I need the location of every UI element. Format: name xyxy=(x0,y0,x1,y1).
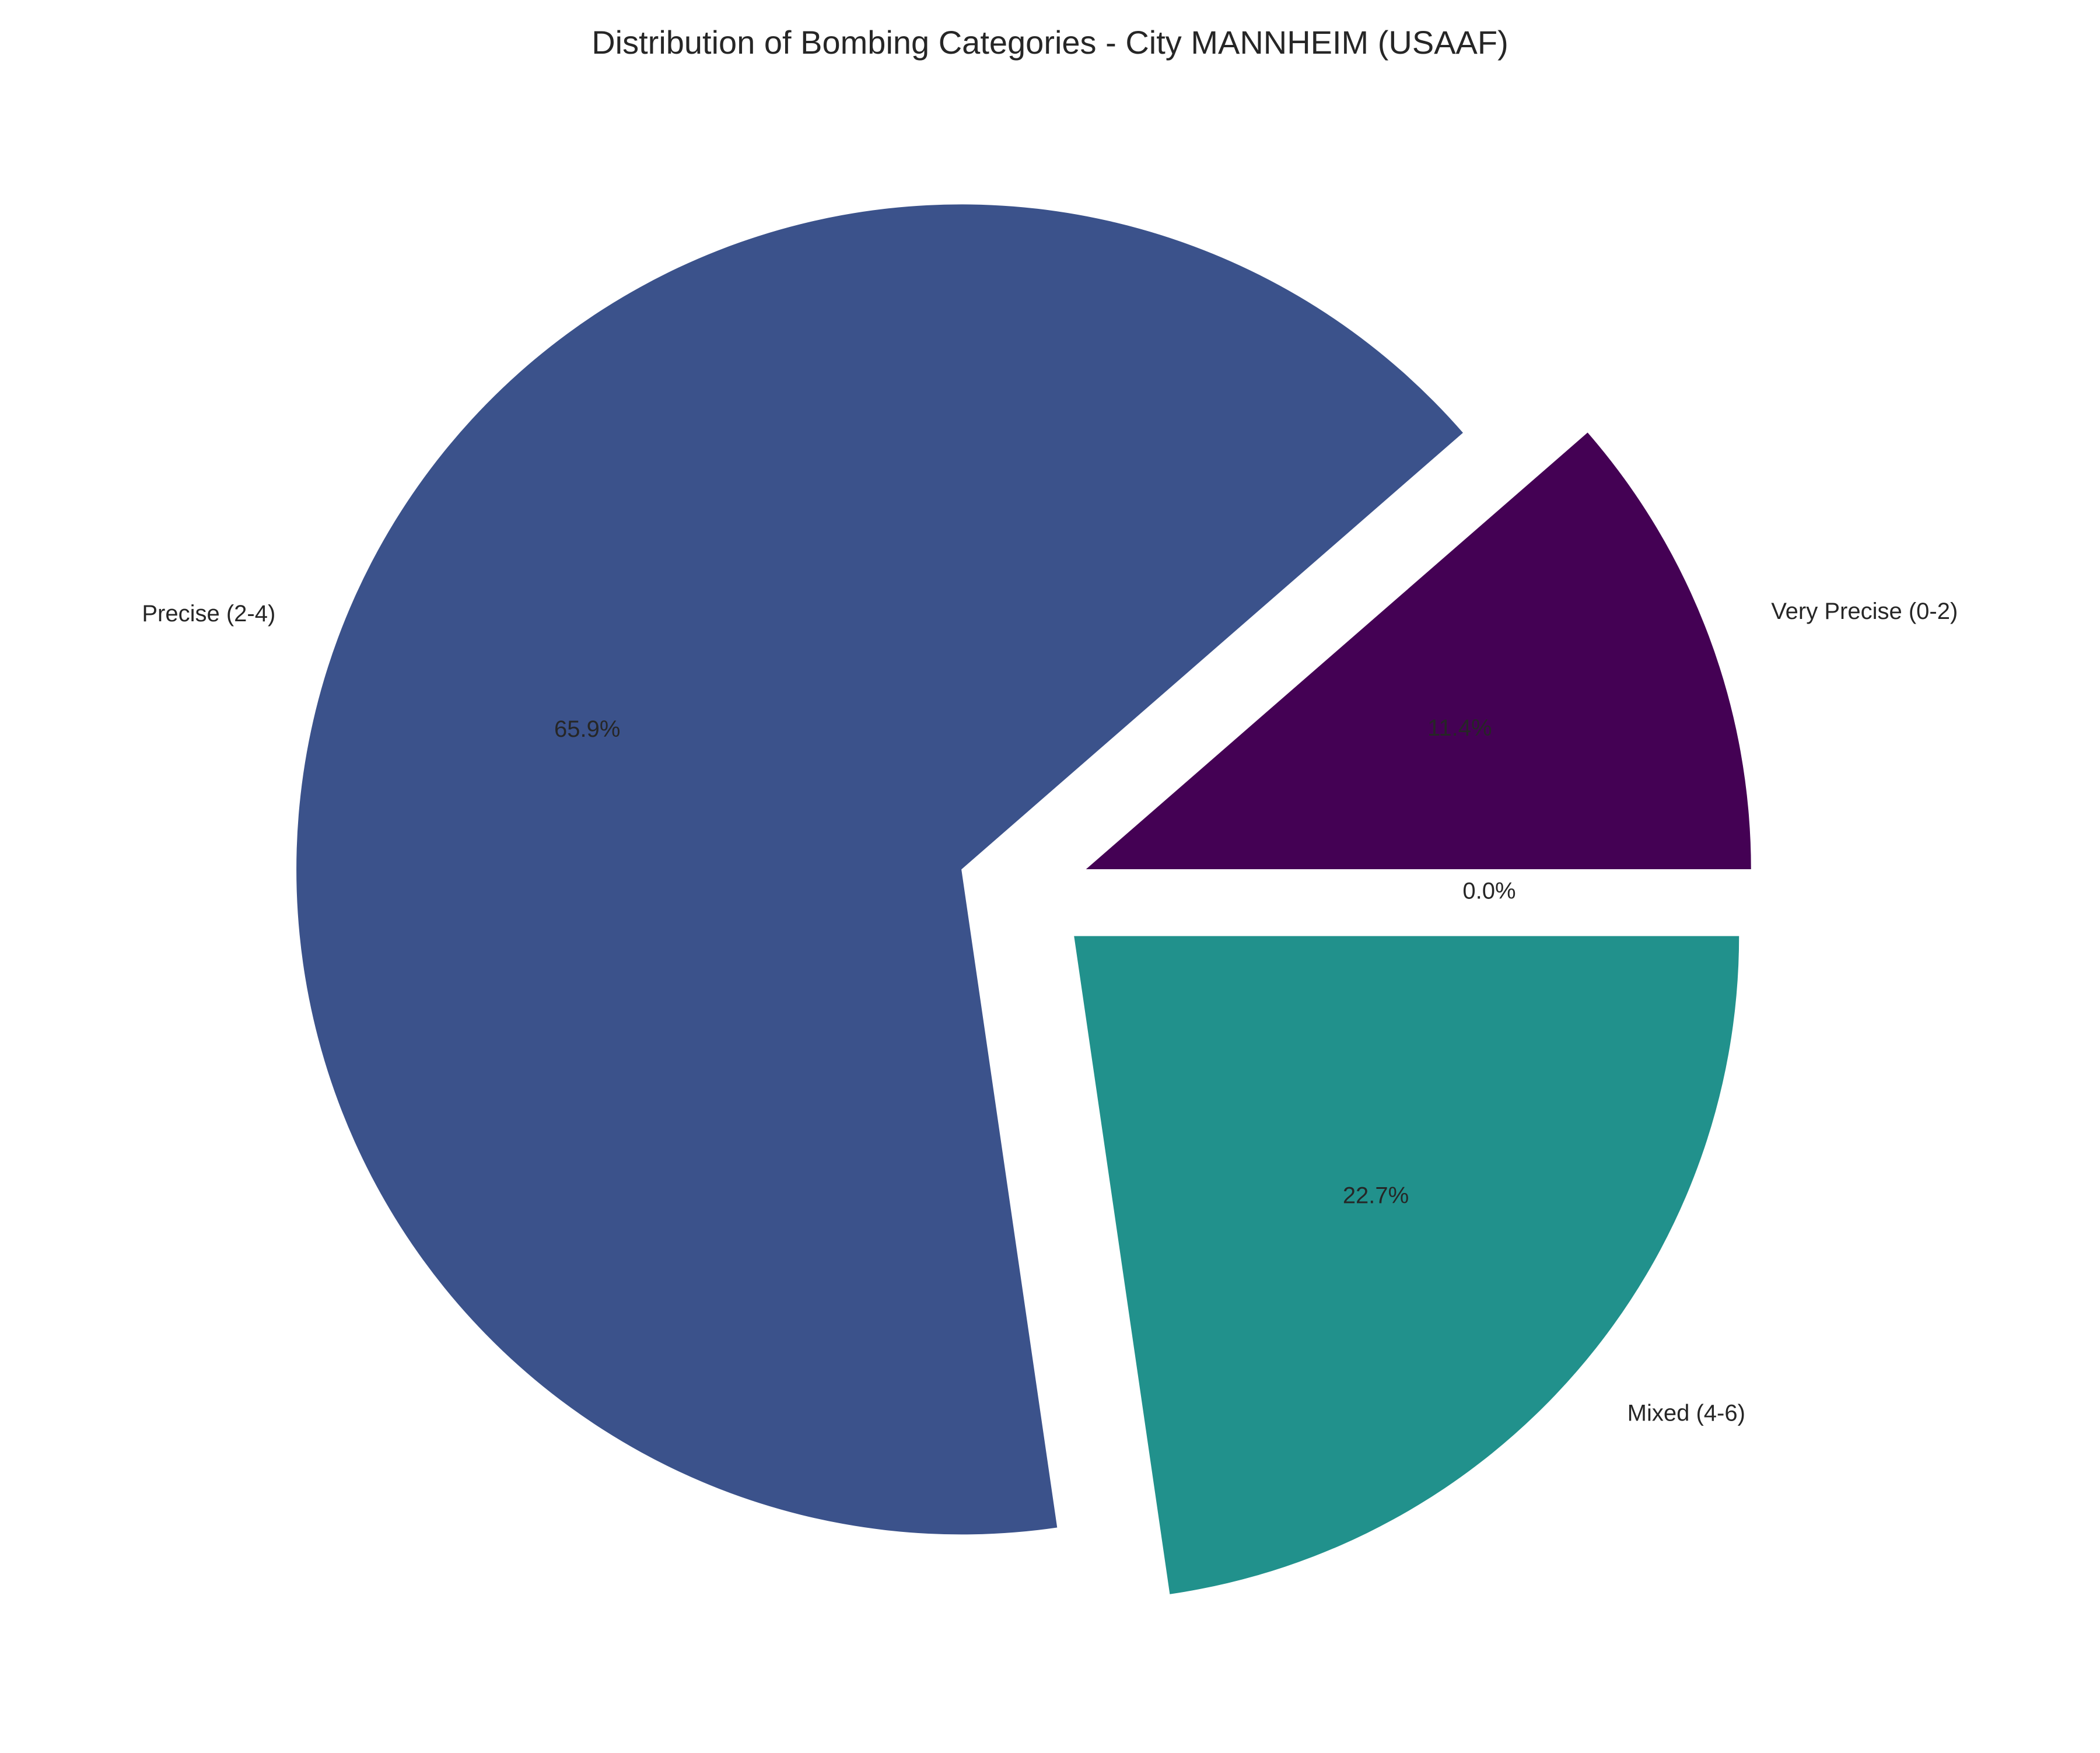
slice-percent-0: 11.4% xyxy=(1427,715,1492,741)
slice-label-2: Mixed (4-6) xyxy=(1628,1401,1745,1426)
pie-slice-1 xyxy=(296,204,1463,1535)
slice-percent-3: 0.0% xyxy=(1462,879,1516,904)
slice-percent-2: 22.7% xyxy=(1343,1183,1409,1209)
slice-label-0: Very Precise (0-2) xyxy=(1771,599,1958,624)
pie-slices xyxy=(296,204,1751,1594)
chart-title: Distribution of Bombing Categories - Cit… xyxy=(592,24,1508,61)
slice-label-1: Precise (2-4) xyxy=(142,601,275,627)
slice-percent-1: 65.9% xyxy=(554,716,620,742)
pie-labels: Very Precise (0-2) 11.4% Precise (2-4) 65.9… xyxy=(142,599,1958,1426)
pie-slice-0 xyxy=(1086,432,1751,870)
pie-slice-2 xyxy=(1074,936,1740,1594)
